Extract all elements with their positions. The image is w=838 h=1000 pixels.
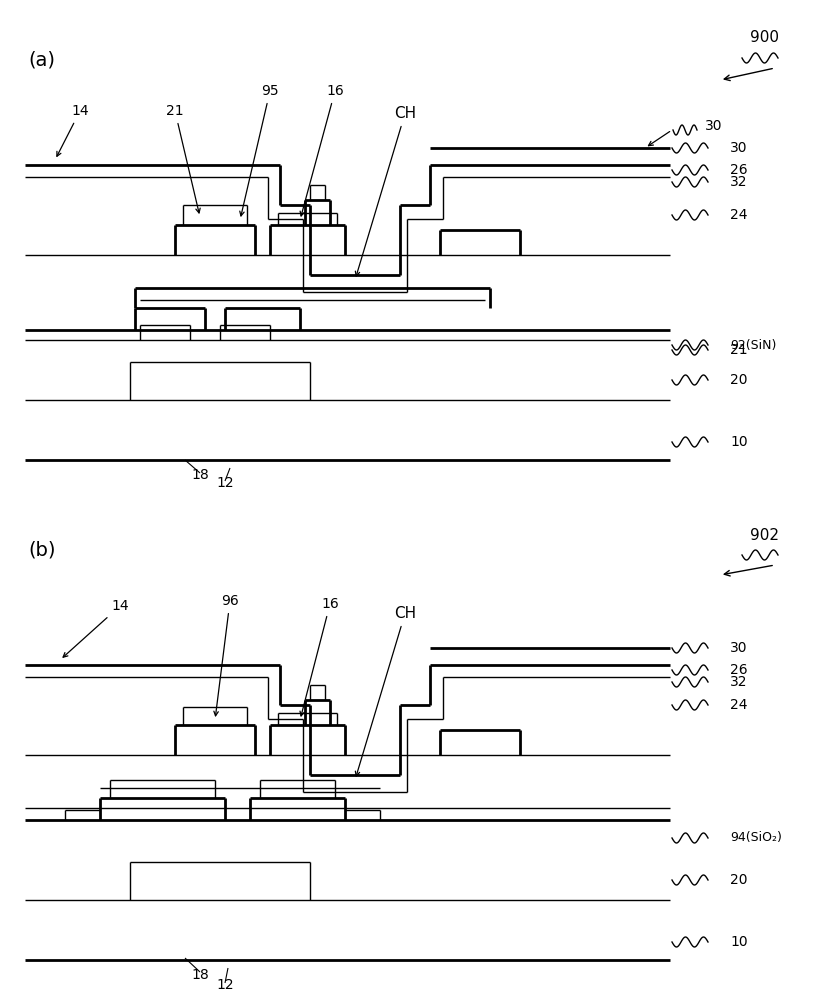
Text: (a): (a): [28, 50, 55, 69]
Text: 12: 12: [216, 476, 234, 490]
Text: CH: CH: [355, 106, 416, 276]
Text: 24: 24: [730, 208, 747, 222]
Text: 32: 32: [730, 175, 747, 189]
Text: 32: 32: [730, 675, 747, 689]
Text: 21: 21: [166, 104, 200, 213]
Text: 902: 902: [750, 528, 779, 542]
Text: 14: 14: [57, 104, 89, 156]
Text: 92(SiN): 92(SiN): [730, 338, 776, 352]
Text: 16: 16: [300, 597, 339, 716]
Text: 21: 21: [730, 343, 747, 357]
Text: 16: 16: [300, 84, 344, 216]
Text: 18: 18: [191, 968, 209, 982]
Text: 10: 10: [730, 935, 747, 949]
Text: CH: CH: [355, 606, 416, 776]
Text: 30: 30: [730, 641, 747, 655]
Text: 96: 96: [214, 594, 239, 716]
Text: 12: 12: [216, 978, 234, 992]
Text: 20: 20: [730, 873, 747, 887]
Text: 30: 30: [730, 141, 747, 155]
Text: 95: 95: [240, 84, 279, 216]
Text: 18: 18: [191, 468, 209, 482]
Text: (b): (b): [28, 540, 55, 559]
Text: 26: 26: [730, 163, 747, 177]
Text: 10: 10: [730, 435, 747, 449]
Text: 94(SiO₂): 94(SiO₂): [730, 832, 782, 844]
Text: 900: 900: [750, 30, 779, 45]
Text: 20: 20: [730, 373, 747, 387]
Text: 14: 14: [63, 599, 129, 657]
Text: 30: 30: [705, 119, 722, 133]
Text: 24: 24: [730, 698, 747, 712]
Text: 26: 26: [730, 663, 747, 677]
